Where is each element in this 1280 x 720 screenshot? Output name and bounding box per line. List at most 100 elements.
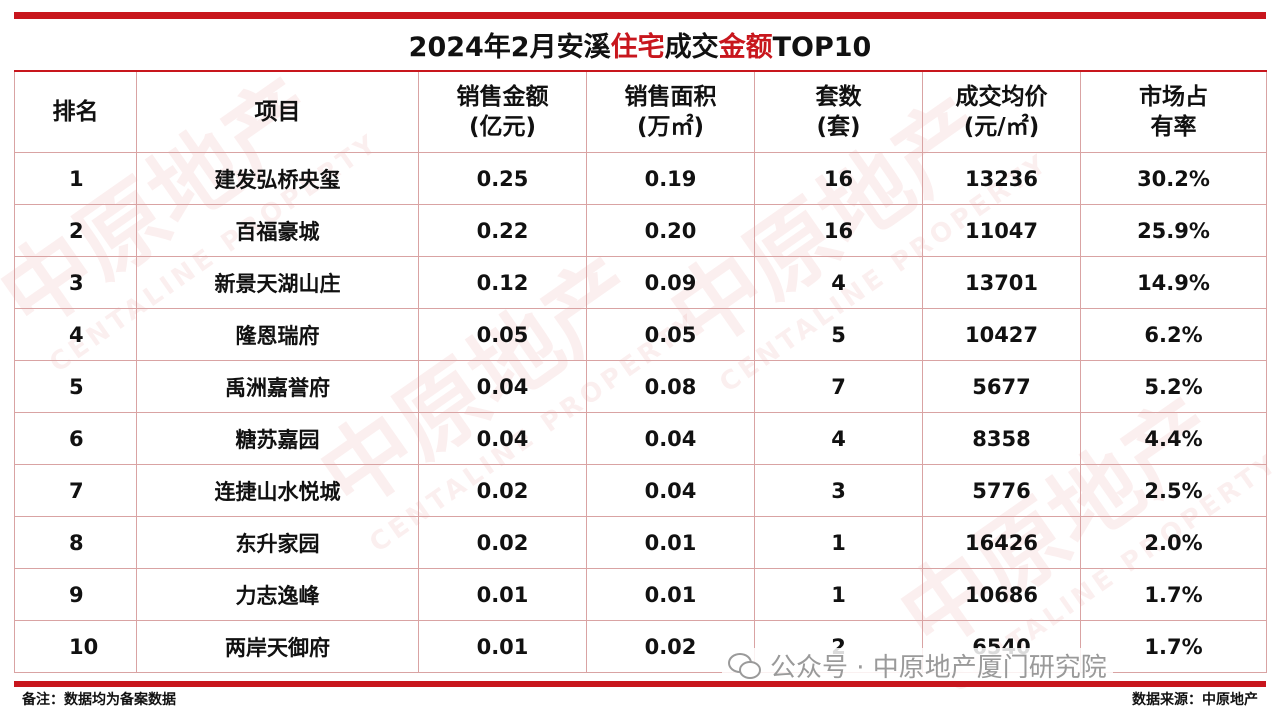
cell-amount: 0.22	[418, 204, 587, 257]
cell-project: 力志逸峰	[136, 568, 419, 621]
cell-units: 16	[754, 152, 923, 205]
cell-area: 0.04	[586, 464, 755, 517]
cell-project: 糖苏嘉园	[136, 412, 419, 465]
header-amount-unit: (亿元)	[468, 114, 537, 140]
cell-share: 2.5%	[1080, 464, 1267, 517]
cell-area: 0.01	[586, 568, 755, 621]
cell-share: 1.7%	[1080, 568, 1267, 621]
wechat-icon	[728, 651, 762, 679]
table-row: 4 隆恩瑞府 0.05 0.05 5 10427 6.2%	[14, 308, 1267, 361]
cell-rank: 6	[14, 412, 137, 465]
wechat-account-text: 公众号 · 中原地产厦门研究院	[770, 652, 1107, 683]
cell-units: 1	[754, 568, 923, 621]
header-price: 成交均价 (元/㎡)	[922, 70, 1081, 153]
cell-project: 新景天湖山庄	[136, 256, 419, 309]
table-row: 5 禹洲嘉誉府 0.04 0.08 7 5677 5.2%	[14, 360, 1267, 413]
table-row: 1 建发弘桥央玺 0.25 0.19 16 13236 30.2%	[14, 152, 1267, 205]
cell-area: 0.05	[586, 308, 755, 361]
header-price-label: 成交均价	[955, 84, 1048, 110]
cell-rank: 7	[14, 464, 137, 517]
cell-price: 10686	[922, 568, 1081, 621]
cell-amount: 0.05	[418, 308, 587, 361]
top-accent-bar	[14, 12, 1266, 19]
header-area-unit: (万㎡)	[636, 114, 705, 140]
cell-project: 两岸天御府	[136, 620, 419, 673]
cell-area: 0.01	[586, 516, 755, 569]
cell-project: 东升家园	[136, 516, 419, 569]
cell-rank: 8	[14, 516, 137, 569]
header-share-label-2: 有率	[1150, 114, 1197, 140]
cell-price: 5677	[922, 360, 1081, 413]
bottom-accent-bar	[14, 681, 1266, 687]
header-units: 套数 (套)	[754, 70, 923, 153]
data-source: 数据来源：中原地产	[1132, 692, 1258, 708]
cell-units: 4	[754, 256, 923, 309]
cell-area: 0.09	[586, 256, 755, 309]
cell-price: 8358	[922, 412, 1081, 465]
table-header-row: 排名 项目 销售金额 (亿元) 销售面积 (万㎡) 套数 (套) 成交均价 (元/㎡) …	[14, 70, 1267, 153]
cell-project: 隆恩瑞府	[136, 308, 419, 361]
cell-amount: 0.02	[418, 516, 587, 569]
cell-amount: 0.04	[418, 412, 587, 465]
cell-amount: 0.01	[418, 568, 587, 621]
table-row: 2 百福豪城 0.22 0.20 16 11047 25.9%	[14, 204, 1267, 257]
wechat-account-sticker: 公众号 · 中原地产厦门研究院	[722, 648, 1113, 683]
title-part-2: 成交	[664, 32, 719, 63]
cell-share: 30.2%	[1080, 152, 1267, 205]
cell-amount: 0.01	[418, 620, 587, 673]
cell-amount: 0.04	[418, 360, 587, 413]
page-title: 2024年2月安溪住宅成交金额TOP10	[0, 28, 1280, 68]
header-amount: 销售金额 (亿元)	[418, 70, 587, 153]
cell-rank: 10	[14, 620, 137, 673]
cell-area: 0.19	[586, 152, 755, 205]
cell-price: 10427	[922, 308, 1081, 361]
ranking-table: 排名 项目 销售金额 (亿元) 销售面积 (万㎡) 套数 (套) 成交均价 (元/㎡) …	[14, 70, 1267, 673]
header-share-label: 市场占	[1139, 84, 1208, 110]
cell-rank: 9	[14, 568, 137, 621]
table-row: 8 东升家园 0.02 0.01 1 16426 2.0%	[14, 516, 1267, 569]
cell-units: 5	[754, 308, 923, 361]
cell-amount: 0.02	[418, 464, 587, 517]
table-row: 7 连捷山水悦城 0.02 0.04 3 5776 2.5%	[14, 464, 1267, 517]
cell-rank: 2	[14, 204, 137, 257]
cell-project: 禹洲嘉誉府	[136, 360, 419, 413]
header-amount-label: 销售金额	[456, 84, 549, 110]
cell-rank: 1	[14, 152, 137, 205]
table-row: 6 糖苏嘉园 0.04 0.04 4 8358 4.4%	[14, 412, 1267, 465]
cell-units: 7	[754, 360, 923, 413]
header-area-label: 销售面积	[624, 84, 717, 110]
cell-price: 16426	[922, 516, 1081, 569]
footnote: 备注：数据均为备案数据	[22, 692, 176, 708]
cell-units: 1	[754, 516, 923, 569]
cell-project: 百福豪城	[136, 204, 419, 257]
cell-share: 5.2%	[1080, 360, 1267, 413]
cell-units: 4	[754, 412, 923, 465]
cell-price: 13701	[922, 256, 1081, 309]
cell-units: 3	[754, 464, 923, 517]
title-part-3: TOP10	[772, 32, 872, 63]
cell-price: 5776	[922, 464, 1081, 517]
table-row: 9 力志逸峰 0.01 0.01 1 10686 1.7%	[14, 568, 1267, 621]
cell-price: 11047	[922, 204, 1081, 257]
cell-project: 连捷山水悦城	[136, 464, 419, 517]
cell-share: 14.9%	[1080, 256, 1267, 309]
cell-share: 25.9%	[1080, 204, 1267, 257]
title-highlight-2: 金额	[718, 32, 773, 63]
cell-units: 16	[754, 204, 923, 257]
cell-rank: 4	[14, 308, 137, 361]
header-rank: 排名	[14, 70, 137, 153]
table-row: 3 新景天湖山庄 0.12 0.09 4 13701 14.9%	[14, 256, 1267, 309]
header-units-label: 套数	[815, 84, 862, 110]
header-share: 市场占 有率	[1080, 70, 1267, 153]
cell-share: 4.4%	[1080, 412, 1267, 465]
cell-amount: 0.25	[418, 152, 587, 205]
cell-area: 0.20	[586, 204, 755, 257]
header-units-unit: (套)	[816, 114, 861, 140]
title-highlight-1: 住宅	[610, 32, 665, 63]
cell-price: 13236	[922, 152, 1081, 205]
cell-share: 6.2%	[1080, 308, 1267, 361]
cell-share: 2.0%	[1080, 516, 1267, 569]
cell-rank: 3	[14, 256, 137, 309]
cell-amount: 0.12	[418, 256, 587, 309]
header-project-label: 项目	[254, 99, 301, 125]
